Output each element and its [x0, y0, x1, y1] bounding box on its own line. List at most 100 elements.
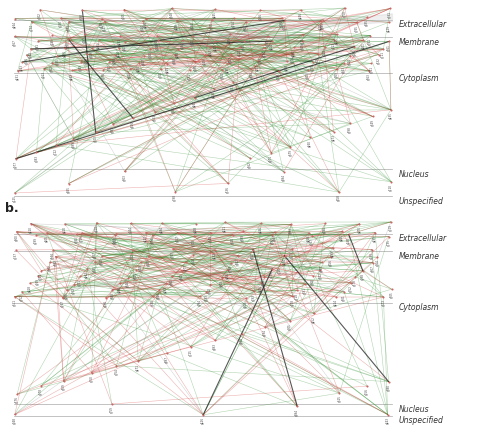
- Text: g953: g953: [276, 73, 280, 80]
- Text: g415: g415: [335, 37, 339, 44]
- Text: g603: g603: [122, 174, 126, 181]
- Text: g302: g302: [38, 12, 42, 19]
- Text: g347: g347: [103, 24, 107, 31]
- Text: g920: g920: [192, 258, 196, 265]
- Text: g383: g383: [34, 155, 38, 162]
- Text: Nucleus: Nucleus: [399, 405, 430, 414]
- Text: g501: g501: [342, 294, 346, 301]
- Text: g913: g913: [42, 71, 46, 78]
- Text: g499: g499: [331, 250, 335, 257]
- Text: g722: g722: [54, 148, 58, 155]
- Text: g995: g995: [194, 64, 198, 71]
- Text: g120: g120: [114, 236, 118, 243]
- Text: g448: g448: [175, 23, 179, 30]
- Text: g515: g515: [302, 37, 306, 44]
- Text: g220: g220: [63, 226, 67, 233]
- Text: g741: g741: [370, 65, 374, 73]
- Text: g333: g333: [258, 57, 262, 64]
- Text: g162: g162: [29, 51, 33, 58]
- Text: g890: g890: [173, 57, 177, 64]
- Text: g218: g218: [28, 285, 32, 292]
- Text: g392: g392: [131, 253, 135, 260]
- Text: b.: b.: [5, 202, 18, 215]
- Text: g576: g576: [15, 396, 19, 403]
- Text: g590: g590: [67, 24, 71, 31]
- Text: g718: g718: [294, 293, 298, 300]
- Text: g937: g937: [112, 237, 116, 244]
- Text: g214: g214: [334, 299, 338, 306]
- Text: Extracellular: Extracellular: [399, 21, 447, 30]
- Text: g899: g899: [72, 141, 76, 148]
- Text: g505: g505: [390, 291, 394, 298]
- Text: g414: g414: [116, 50, 120, 57]
- Text: g352: g352: [349, 285, 353, 292]
- Text: g624: g624: [140, 24, 144, 30]
- Text: g800: g800: [15, 234, 19, 241]
- Text: g243: g243: [20, 64, 24, 71]
- Text: g910: g910: [244, 301, 248, 308]
- Text: g874: g874: [150, 238, 154, 244]
- Text: g484: g484: [160, 226, 164, 232]
- Text: g660: g660: [128, 71, 132, 78]
- Text: g456: g456: [144, 21, 148, 28]
- Text: g293: g293: [164, 286, 168, 293]
- Text: g894: g894: [282, 174, 286, 181]
- Text: g562: g562: [208, 287, 212, 294]
- Text: g337: g337: [14, 252, 18, 259]
- Text: g631: g631: [13, 299, 17, 306]
- Text: Nucleus: Nucleus: [399, 170, 430, 179]
- Text: g144: g144: [128, 226, 132, 233]
- Text: g441: g441: [97, 42, 101, 49]
- Text: g185: g185: [92, 265, 96, 271]
- Text: g471: g471: [256, 64, 260, 71]
- Text: g288: g288: [118, 286, 122, 293]
- Text: g928: g928: [156, 42, 160, 50]
- Text: g598: g598: [348, 126, 352, 133]
- Text: g548: g548: [170, 11, 174, 18]
- Text: g697: g697: [270, 237, 274, 244]
- Text: g462: g462: [85, 271, 89, 278]
- Text: g565: g565: [100, 259, 104, 265]
- Text: Cytoplasm: Cytoplasm: [399, 303, 440, 312]
- Text: g869: g869: [147, 259, 151, 266]
- Text: g344: g344: [348, 58, 352, 65]
- Text: g263: g263: [208, 49, 212, 56]
- Text: g689: g689: [241, 234, 245, 241]
- Text: g615: g615: [338, 395, 342, 402]
- Text: g971: g971: [270, 155, 274, 162]
- Text: g927: g927: [123, 44, 127, 51]
- Text: g588: g588: [110, 292, 114, 299]
- Text: g235: g235: [226, 65, 230, 72]
- Text: g867: g867: [93, 251, 97, 258]
- Text: g563: g563: [367, 73, 371, 80]
- Text: g605: g605: [242, 43, 246, 50]
- Text: g214: g214: [270, 44, 274, 51]
- Text: g829: g829: [90, 51, 94, 58]
- Text: g698: g698: [80, 12, 84, 20]
- Text: g858: g858: [337, 194, 341, 201]
- Text: g541: g541: [191, 39, 195, 45]
- Text: g429: g429: [386, 25, 390, 32]
- Text: g212: g212: [144, 235, 148, 242]
- Text: g759: g759: [110, 406, 114, 413]
- Text: g300: g300: [312, 279, 316, 285]
- Text: g893: g893: [289, 226, 293, 234]
- Text: g649: g649: [300, 43, 304, 50]
- Text: g960: g960: [148, 51, 152, 58]
- Text: g633: g633: [153, 114, 157, 121]
- Text: g296: g296: [292, 50, 296, 57]
- Text: g373: g373: [192, 238, 196, 246]
- Text: g179: g179: [270, 271, 274, 278]
- Text: g865: g865: [66, 186, 70, 193]
- Text: g288: g288: [284, 64, 288, 71]
- Text: g105: g105: [122, 12, 126, 19]
- Text: g331: g331: [388, 11, 392, 18]
- Text: g687: g687: [111, 126, 115, 134]
- Text: g735: g735: [310, 64, 314, 71]
- Text: g496: g496: [62, 50, 66, 57]
- Text: g166: g166: [258, 13, 262, 20]
- Text: g680: g680: [386, 384, 390, 391]
- Text: Membrane: Membrane: [399, 252, 440, 261]
- Text: g620: g620: [230, 237, 234, 244]
- Text: g719: g719: [80, 235, 84, 242]
